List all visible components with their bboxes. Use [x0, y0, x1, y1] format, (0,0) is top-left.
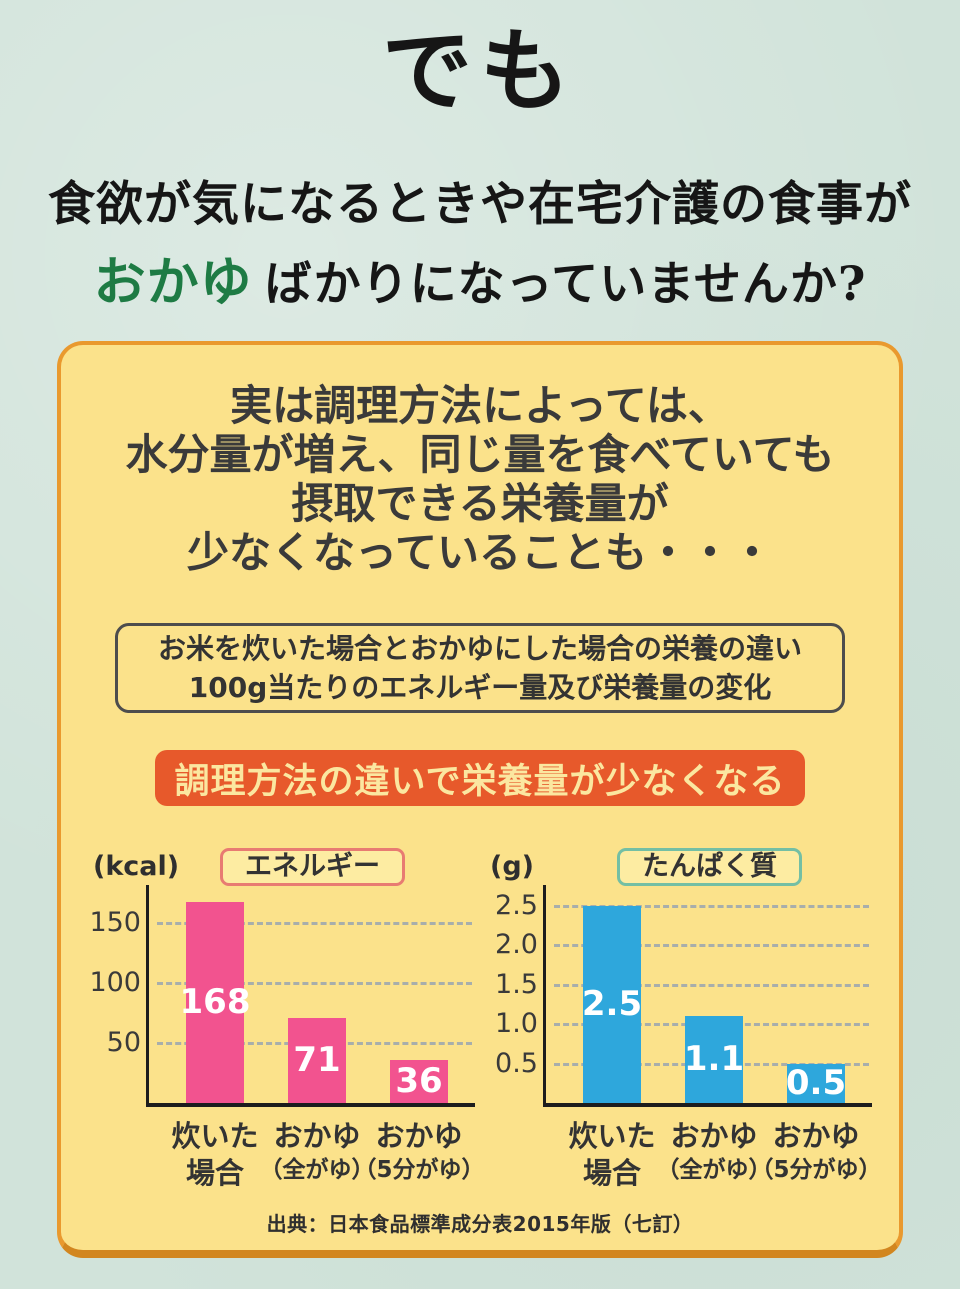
bar-value-label: 71 [293, 1039, 341, 1080]
x-category-sublabel: （5分がゆ） [353, 1157, 485, 1183]
top-heading: でも [382, 18, 578, 124]
gridline [157, 922, 472, 926]
x-category-label: 炊いた [568, 1119, 656, 1153]
bar [288, 1017, 346, 1103]
info-card: 実は調理方法によっては、 水分量が増え、同じ量を食べていても 摂取できる栄養量が… [57, 341, 903, 1258]
x-axis [146, 1103, 475, 1107]
x-category-sublabel: （全がゆ） [259, 1157, 375, 1183]
bar [583, 905, 641, 1103]
x-category-sublabel: 場合 [582, 1156, 641, 1190]
axis-unit-label: (g) [490, 851, 535, 882]
axis-unit-label: (kcal) [93, 851, 180, 882]
bar [390, 1059, 448, 1103]
y-tick-label: 1.5 [495, 968, 538, 1000]
x-category-label: おかゆ [670, 1119, 758, 1153]
y-tick-label: 1.0 [495, 1008, 538, 1039]
y-axis [146, 885, 149, 1103]
x-category-sublabel: 場合 [185, 1156, 244, 1190]
gridline [157, 982, 472, 986]
x-axis [543, 1103, 872, 1107]
comparison-info-box: お米を炊いた場合とおかゆにした場合の栄養の違い 100g当たりのエネルギー量及び… [115, 623, 845, 713]
energy-chart: (kcal) エネルギー 50 100 150 168 炊いた 場合 71 おかゆ （全がゆ） 36 お… [85, 841, 515, 1190]
chart-legend: たんぱく質 [617, 848, 802, 886]
bar-value-label: 36 [395, 1060, 443, 1101]
okayu-highlight: おかゆ [93, 253, 253, 313]
bar-value-label: 0.5 [785, 1062, 847, 1103]
x-category-label: おかゆ [375, 1119, 463, 1153]
info-box-line-2: 100g当たりのエネルギー量及び栄養量の変化 [188, 671, 772, 704]
x-category-label: おかゆ [772, 1119, 860, 1153]
intro-line-1: 食欲が気になるときや在宅介護の食事が [48, 177, 912, 232]
bar [685, 1016, 743, 1103]
card-headline-line-4: 少なくなっていることも・・・ [187, 528, 773, 578]
x-category-label: 炊いた [171, 1119, 259, 1153]
intro-line-2-rest: ばかりになっていませんか? [264, 257, 867, 312]
x-category-label: おかゆ [273, 1119, 361, 1153]
gridline [554, 904, 869, 908]
bar [787, 1063, 845, 1103]
y-tick-label: 150 [89, 907, 141, 939]
gridline [554, 944, 869, 948]
y-tick-label: 2.5 [495, 889, 538, 921]
card-headline-line-1: 実は調理方法によっては、 [230, 381, 730, 430]
source-citation: 出典：日本食品標準成分表2015年版（七訂） [266, 1212, 694, 1236]
chart-legend: エネルギー [220, 848, 405, 886]
bar-value-label: 168 [179, 981, 251, 1022]
intro-line-2: おかゆ ばかりになっていませんか? [0, 240, 960, 315]
x-category-sublabel: （5分がゆ） [750, 1157, 882, 1183]
bar-value-label: 1.1 [683, 1039, 745, 1080]
y-tick-label: 50 [106, 1027, 141, 1059]
bar-value-label: 2.5 [581, 983, 643, 1024]
protein-chart: (g) たんぱく質 0.5 1.0 1.5 2.0 2.5 2.5 炊いた 場合 1.1 おかゆ （全が… [482, 841, 912, 1190]
gridline [554, 983, 869, 987]
nutrition-banner: 調理方法の違いで栄養量が少なくなる [155, 750, 805, 806]
bar [186, 901, 244, 1103]
card-headline: 実は調理方法によっては、 水分量が増え、同じ量を食べていても 摂取できる栄養量が… [61, 381, 899, 578]
y-tick-label: 0.5 [495, 1047, 538, 1079]
y-axis [543, 885, 546, 1103]
card-headline-line-3: 摂取できる栄養量が [291, 479, 669, 529]
x-category-sublabel: （全がゆ） [656, 1157, 772, 1183]
y-tick-label: 100 [89, 967, 141, 999]
card-headline-line-2: 水分量が増え、同じ量を食べていても [125, 430, 835, 480]
y-tick-label: 2.0 [495, 929, 538, 961]
info-box-line-1: お米を炊いた場合とおかゆにした場合の栄養の違い [157, 631, 802, 665]
